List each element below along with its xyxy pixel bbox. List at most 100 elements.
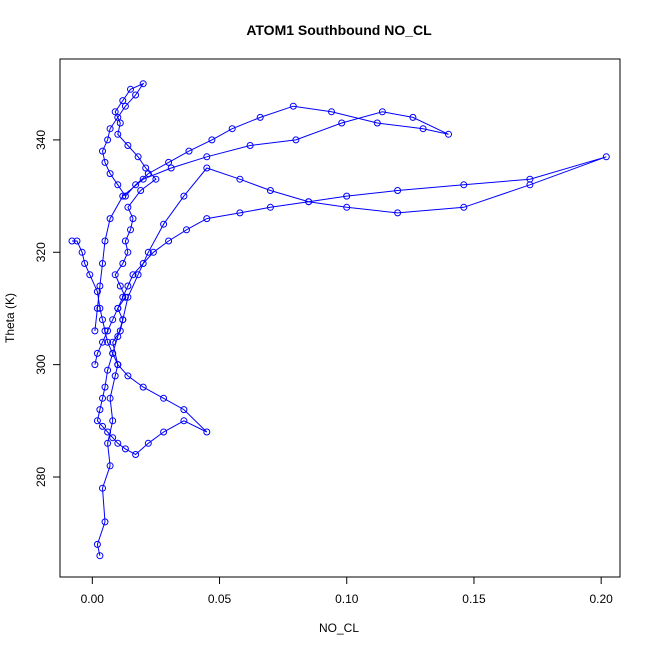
data-point xyxy=(114,439,122,447)
data-point xyxy=(106,170,114,178)
data-point xyxy=(96,304,104,312)
data-point xyxy=(93,540,101,548)
data-point xyxy=(144,439,152,447)
data-point xyxy=(121,445,129,453)
data-point xyxy=(101,237,109,245)
data-point xyxy=(99,260,106,267)
data-point xyxy=(114,181,122,189)
data-point xyxy=(144,170,152,178)
data-point xyxy=(236,175,244,183)
data-point xyxy=(104,428,112,436)
y-tick-label: 280 xyxy=(34,467,48,487)
data-point xyxy=(602,153,610,161)
data-point xyxy=(99,147,106,155)
data-point xyxy=(119,293,127,301)
data-point xyxy=(78,248,86,256)
data-point xyxy=(106,215,114,223)
data-point xyxy=(228,125,236,133)
data-point xyxy=(109,349,117,357)
data-point xyxy=(139,80,147,88)
y-tick-label: 340 xyxy=(34,130,48,150)
data-point xyxy=(208,136,216,144)
data-point xyxy=(104,327,112,335)
data-point xyxy=(114,304,122,312)
data-point xyxy=(460,203,468,211)
data-point xyxy=(160,428,168,436)
data-point xyxy=(109,316,117,324)
data-point xyxy=(180,417,188,425)
y-axis-label: Theta (K) xyxy=(3,293,17,343)
data-point xyxy=(104,136,112,144)
data-point xyxy=(99,316,106,324)
data-point xyxy=(526,181,534,189)
data-point xyxy=(68,237,76,245)
data-point xyxy=(328,108,335,116)
data-point xyxy=(127,85,134,93)
data-point xyxy=(266,187,274,194)
data-point xyxy=(373,119,381,127)
data-point xyxy=(343,192,351,200)
data-point xyxy=(165,237,173,245)
x-tick-label: 0.10 xyxy=(335,592,359,606)
data-point xyxy=(289,102,297,110)
data-point xyxy=(114,333,122,340)
data-point xyxy=(104,338,112,346)
data-point xyxy=(96,282,104,290)
y-axis: 280 300 320 340 xyxy=(34,130,61,487)
y-tick-label: 300 xyxy=(34,354,48,374)
data-point xyxy=(101,518,109,526)
data-point xyxy=(378,108,386,116)
data-point xyxy=(104,439,112,447)
data-point xyxy=(256,113,264,121)
data-point xyxy=(409,113,417,121)
data-point xyxy=(343,203,351,211)
data-point xyxy=(81,260,89,267)
x-tick-label: 0.15 xyxy=(462,592,486,606)
data-point xyxy=(180,406,188,414)
data-point xyxy=(124,372,132,380)
data-point xyxy=(134,153,142,161)
data-point xyxy=(124,293,132,301)
data-point xyxy=(203,164,211,172)
data-point xyxy=(203,153,211,161)
data-point xyxy=(93,288,101,296)
data-point xyxy=(99,484,106,492)
data-point xyxy=(167,164,175,172)
series-2-line xyxy=(72,156,607,456)
data-point xyxy=(149,248,157,256)
data-point xyxy=(111,271,119,279)
data-point xyxy=(93,417,101,425)
data-point xyxy=(165,158,173,166)
data-point xyxy=(127,226,134,234)
data-point xyxy=(139,383,147,391)
data-point xyxy=(116,282,124,290)
data-point xyxy=(121,192,129,200)
data-point xyxy=(203,215,211,223)
data-point xyxy=(101,327,109,335)
data-point xyxy=(114,130,122,138)
data-point xyxy=(180,192,188,200)
data-point xyxy=(104,366,112,374)
data-point xyxy=(132,451,140,458)
data-point xyxy=(93,349,101,357)
data-point xyxy=(73,237,81,245)
data-point xyxy=(144,248,152,256)
data-point xyxy=(109,417,117,425)
data-point xyxy=(106,462,114,470)
data-point xyxy=(419,125,427,133)
data-point xyxy=(124,142,132,149)
data-point xyxy=(124,203,132,211)
plot-frame xyxy=(59,58,621,578)
data-point xyxy=(236,209,244,217)
data-point xyxy=(203,428,211,436)
data-point xyxy=(160,394,168,402)
data-point xyxy=(119,97,127,105)
data-point xyxy=(111,108,119,116)
data-point xyxy=(101,158,109,166)
data-point xyxy=(106,125,114,133)
data-point xyxy=(160,220,168,228)
data-point xyxy=(99,338,106,346)
data-point xyxy=(394,187,402,194)
data-point xyxy=(101,383,109,391)
